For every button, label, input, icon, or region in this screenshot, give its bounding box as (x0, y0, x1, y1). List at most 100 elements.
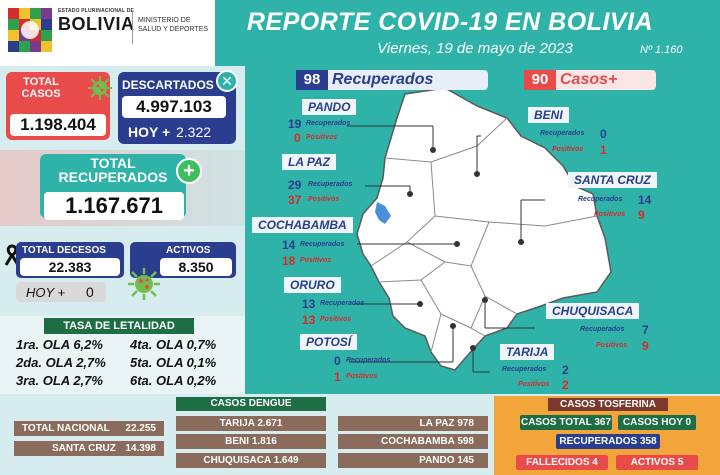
potosi-positive: 1 (334, 370, 341, 384)
pertussis-active-value: 5 (677, 457, 684, 468)
la-paz-recovered: 29 (288, 178, 302, 192)
cochabamba-recovered: 14 (282, 238, 296, 252)
oruro-recovered: 13 (302, 297, 316, 311)
pertussis-recovered-label: RECUPERADOS (559, 436, 638, 447)
dengue-row-santa-cruz: SANTA CRUZ 14.398 (14, 441, 164, 456)
bolivia-map (347, 87, 612, 373)
dept-label-chuquisaca: CHUQUISACA (546, 303, 640, 319)
dengue-value: 598 (457, 436, 474, 447)
bolivia-crest-icon (8, 8, 52, 52)
dept-label-la-paz: LA PAZ (282, 154, 336, 170)
recovered-today-count: 98 (296, 70, 328, 90)
pando-recovered-word: Recuperados (306, 120, 351, 127)
dengue-row-pando: PANDO 145 (338, 453, 488, 468)
lethality-wave-6: 6ta. OLA 0,2% (130, 373, 217, 388)
deaths-label: TOTAL DECESOS (22, 245, 106, 256)
report-date: Viernes, 19 de mayo de 2023 (377, 40, 573, 57)
logo-small-text: ESTADO PLURINACIONAL DE (58, 8, 135, 14)
deaths-value: 22.383 (20, 258, 120, 276)
lethality-wave-3: 3ra. OLA 2,7% (16, 373, 103, 388)
pertussis-title: CASOS TOSFERINA (548, 398, 668, 411)
report-number: Nº 1.160 (640, 44, 683, 56)
discarded-today-label: HOY + (128, 124, 171, 140)
dengue-name: CHUQUISACA (203, 455, 271, 466)
pertussis-today-pill: CASOS HOY 0 (618, 415, 696, 430)
pertussis-today-value: 0 (685, 417, 692, 428)
la-paz-positive: 37 (288, 193, 302, 207)
dengue-row-beni: BENI 1.816 (176, 434, 326, 449)
pando-recovered: 19 (288, 117, 302, 131)
dengue-row-cochabamba: COCHABAMBA 598 (338, 434, 488, 449)
virus-icon (128, 268, 160, 300)
dengue-value: 978 (457, 418, 474, 429)
santa-cruz-recovered-word: Recuperados (578, 196, 623, 203)
tarija-positive: 2 (562, 378, 569, 392)
dengue-value: 145 (457, 455, 474, 466)
lethality-wave-4: 4ta. OLA 0,7% (130, 337, 217, 352)
recovered-summary-pill (296, 70, 488, 90)
ministry-name: MINISTERIO DE SALUD Y DEPORTES (138, 17, 209, 33)
deaths-today-value: 0 (86, 284, 94, 300)
dengue-total-value: 22.255 (125, 423, 156, 434)
potosi-recovered: 0 (334, 354, 341, 368)
discarded-value: 4.997.103 (122, 96, 226, 118)
pertussis-deaths-label: FALLECIDOS (526, 457, 590, 468)
recovered-today-label: Recuperados (332, 71, 434, 88)
santa-cruz-recovered: 14 (638, 193, 652, 207)
dept-label-tarija: TARIJA (500, 344, 555, 360)
oruro-positive: 13 (302, 313, 316, 327)
lethality-wave-5: 5ta. OLA 0,1% (130, 355, 217, 370)
dept-label-pando: PANDO (302, 99, 357, 115)
dengue-title: CASOS DENGUE (176, 397, 326, 411)
dept-label-beni: BENI (528, 107, 569, 123)
la-paz-recovered-word: Recuperados (308, 181, 353, 188)
chuquisaca-positive-word: Positivos (596, 342, 628, 349)
recovered-label: TOTAL RECUPERADOS (58, 155, 168, 185)
tarija-recovered-word: Recuperados (502, 366, 547, 373)
santa-cruz-positive: 9 (638, 208, 645, 222)
active-value: 8.350 (160, 258, 232, 276)
tarija-positive-word: Positivos (518, 381, 550, 388)
cochabamba-positive: 18 (282, 254, 296, 268)
pertussis-deaths-pill: FALLECIDOS 4 (516, 455, 608, 470)
lethality-wave-2: 2da. OLA 2,7% (16, 355, 106, 370)
pertussis-total-pill: CASOS TOTAL 367 (520, 415, 612, 430)
dengue-row-la-paz: LA PAZ 978 (338, 416, 488, 431)
potosi-positive-word: Positivos (346, 373, 378, 380)
cases-today-label: Casos+ (560, 71, 618, 88)
beni-recovered-word: Recuperados (540, 130, 585, 137)
chuquisaca-recovered-word: Recuperados (580, 326, 625, 333)
recovered-value: 1.167.671 (44, 192, 184, 220)
deaths-today-label: HOY + (26, 285, 66, 300)
dengue-name: SANTA CRUZ (52, 443, 116, 454)
cases-today-count: 90 (524, 70, 556, 90)
lethality-title: TASA DE LETALIDAD (44, 318, 194, 334)
virus-icon (88, 76, 112, 100)
discarded-label: DESCARTADOS (122, 78, 214, 92)
page-title: REPORTE COVID-19 EN BOLIVIA (246, 8, 654, 36)
pertussis-recovered-value: 358 (639, 436, 657, 447)
total-cases-value: 1.198.404 (10, 114, 106, 136)
dept-label-santa-cruz: SANTA CRUZ (568, 172, 657, 188)
dengue-name: LA PAZ (419, 418, 455, 429)
beni-recovered: 0 (600, 127, 607, 141)
dengue-row-chuquisaca: CHUQUISACA 1.649 (176, 453, 326, 468)
lethality-wave-1: 1ra. OLA 6,2% (16, 337, 103, 352)
pertussis-today-label: CASOS HOY (622, 417, 683, 428)
pertussis-total-label: CASOS TOTAL (520, 417, 592, 428)
pertussis-active-pill: ACTIVOS 5 (616, 455, 698, 470)
oruro-recovered-word: Recuperados (320, 300, 365, 307)
discarded-today-value: 2.322 (176, 124, 212, 140)
active-label: ACTIVOS (166, 245, 211, 256)
pando-positive-word: Positivos (306, 134, 338, 141)
dengue-value: 1.649 (273, 455, 299, 466)
dept-label-cochabamba: COCHABAMBA (252, 217, 353, 233)
pertussis-recovered-pill: RECUPERADOS 358 (556, 434, 660, 449)
dengue-row-tarija: TARIJA 2.671 (176, 416, 326, 431)
cochabamba-positive-word: Positivos (300, 257, 332, 264)
dept-label-oruro: ORURO (284, 277, 341, 293)
dengue-total-row: TOTAL NACIONAL 22.255 (14, 421, 164, 436)
cochabamba-recovered-word: Recuperados (300, 241, 345, 248)
tarija-recovered: 2 (562, 363, 569, 377)
chuquisaca-positive: 9 (642, 339, 649, 353)
